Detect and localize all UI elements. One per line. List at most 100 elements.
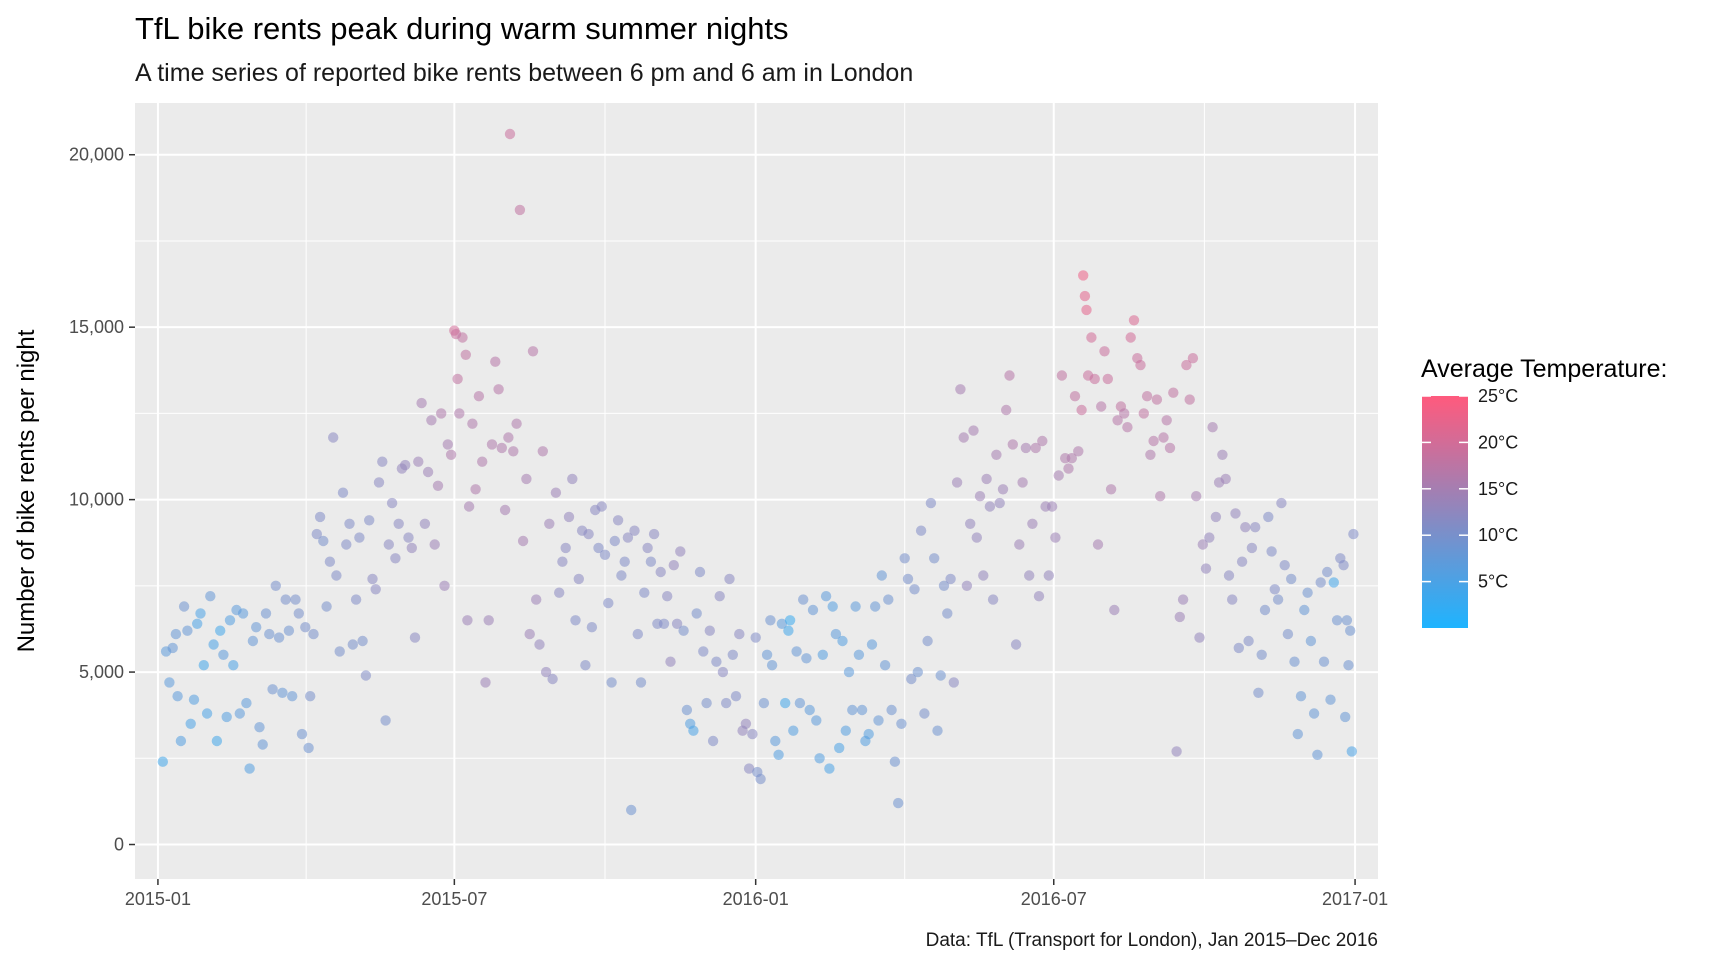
data-point <box>873 715 884 726</box>
data-point <box>606 677 617 688</box>
data-point <box>794 697 806 709</box>
data-point <box>1246 542 1258 554</box>
data-point <box>511 418 522 429</box>
data-point <box>853 649 865 660</box>
y-tick-label: 20,000 <box>69 145 124 165</box>
data-point <box>211 735 223 747</box>
data-point <box>175 735 187 747</box>
x-tick-label: 2015-07 <box>421 889 487 909</box>
data-point <box>1328 577 1340 588</box>
data-point <box>311 528 322 540</box>
data-point <box>899 553 910 564</box>
data-point <box>919 708 930 719</box>
data-point <box>377 456 388 467</box>
data-point <box>870 601 881 612</box>
data-point <box>758 697 770 709</box>
data-point <box>942 608 953 619</box>
data-point <box>619 556 630 567</box>
data-point <box>1282 628 1294 640</box>
data-point <box>473 391 485 402</box>
data-point <box>318 535 329 547</box>
data-point <box>909 584 920 595</box>
legend-tick-label: 15°C <box>1478 479 1518 499</box>
data-point <box>264 628 275 640</box>
data-point <box>429 539 440 550</box>
data-point <box>234 708 245 719</box>
data-point <box>367 573 378 585</box>
data-point <box>167 642 178 654</box>
data-point <box>727 649 738 660</box>
data-point <box>1217 449 1228 460</box>
data-point <box>416 397 427 409</box>
data-point <box>1181 359 1192 371</box>
data-point <box>1151 394 1163 405</box>
data-point <box>1315 577 1326 588</box>
data-point <box>639 587 650 598</box>
data-point <box>971 532 982 543</box>
data-point <box>1279 560 1290 571</box>
data-point <box>1161 415 1172 426</box>
chart-subtitle: A time series of reported bike rents bet… <box>135 59 913 87</box>
data-point <box>554 587 565 598</box>
data-point <box>1338 560 1349 571</box>
data-point <box>393 518 404 529</box>
data-point <box>1037 435 1048 447</box>
legend-tick-label: 10°C <box>1478 525 1518 545</box>
data-point <box>483 615 494 626</box>
legend-tick-label: 25°C <box>1478 386 1518 406</box>
data-point <box>1033 591 1045 602</box>
data-point <box>1125 332 1136 343</box>
data-point <box>1197 539 1209 550</box>
data-point <box>331 570 342 581</box>
data-point <box>1233 642 1245 654</box>
data-point <box>1210 511 1222 523</box>
data-point <box>170 628 182 640</box>
data-point <box>593 542 604 554</box>
data-point <box>1325 694 1336 705</box>
data-point <box>270 580 281 591</box>
data-point <box>1220 473 1231 485</box>
data-point <box>1069 391 1081 402</box>
data-point <box>612 515 624 526</box>
data-point <box>648 528 660 540</box>
data-point <box>221 711 232 723</box>
data-point <box>537 446 548 457</box>
data-point <box>801 653 812 664</box>
data-point <box>514 204 526 216</box>
data-point <box>902 573 914 585</box>
data-point <box>1223 570 1235 581</box>
data-point <box>609 535 620 547</box>
data-point <box>675 546 686 557</box>
data-point <box>347 639 358 650</box>
data-point <box>743 763 755 774</box>
data-point <box>413 456 424 467</box>
data-point <box>596 501 607 512</box>
data-point <box>635 677 647 688</box>
data-point <box>632 628 643 640</box>
data-point <box>804 704 815 716</box>
data-point <box>334 646 345 657</box>
data-point <box>721 697 732 709</box>
data-point <box>1308 708 1320 719</box>
data-point <box>876 570 887 581</box>
data-point <box>935 670 946 681</box>
data-point <box>400 459 411 471</box>
data-point <box>463 501 475 512</box>
data-point <box>205 591 216 602</box>
data-point <box>195 608 206 619</box>
data-point <box>717 666 729 678</box>
data-point <box>432 480 444 491</box>
data-point <box>296 728 308 740</box>
data-point <box>550 487 562 498</box>
data-point <box>1155 491 1166 502</box>
data-point <box>308 628 319 640</box>
grid-major <box>135 103 1378 879</box>
data-point <box>811 715 822 726</box>
data-point <box>750 632 761 643</box>
data-point <box>856 704 868 716</box>
data-point <box>1194 632 1205 643</box>
data-point <box>922 635 933 647</box>
data-point <box>436 408 447 419</box>
data-point <box>586 622 598 633</box>
